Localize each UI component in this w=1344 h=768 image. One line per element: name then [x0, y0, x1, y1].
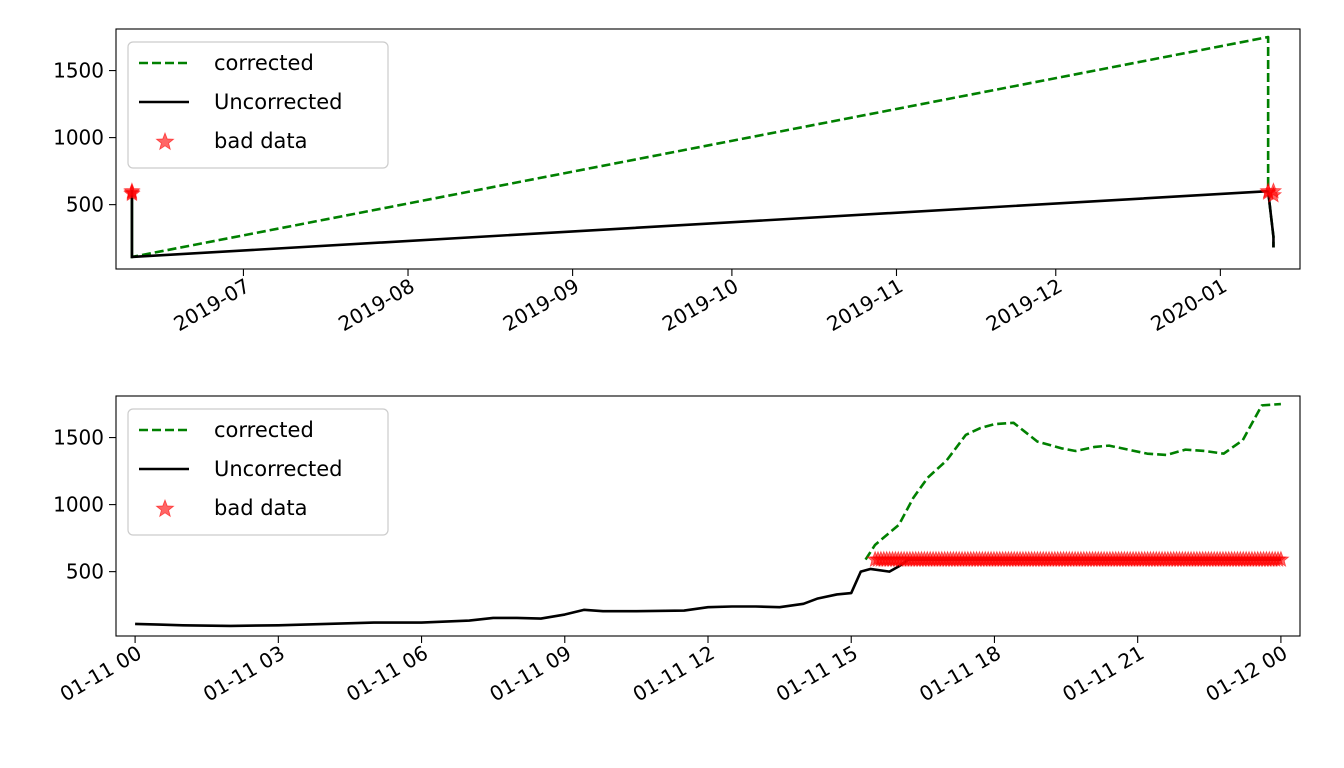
axes-frame: [115, 28, 1301, 270]
x-tick-label: 01-11 18: [915, 641, 1005, 707]
legend: corrected Uncorrected bad data: [127, 408, 389, 536]
x-tick-label: 01-12 00: [1202, 641, 1292, 707]
x-tick-label: 2019-11: [823, 274, 907, 337]
bottom-panel: 500 1000 1500 01-11 00 01-11 03 01-11 06 01-11…: [53, 395, 1301, 707]
bad-data-point: [1272, 550, 1290, 567]
x-tick-label: 01-11 09: [485, 641, 575, 707]
legend-label: Uncorrected: [214, 90, 342, 114]
legend: corrected Uncorrected bad data: [127, 41, 389, 169]
plot-area: [123, 35, 1283, 259]
x-tick-label: 2020-01: [1146, 274, 1230, 337]
x-tick-label: 01-11 00: [56, 641, 146, 707]
legend-label: Uncorrected: [214, 457, 342, 481]
x-tick-label: 01-11 15: [772, 641, 862, 707]
series-line-uncorrected: [135, 558, 1281, 628]
legend-label: bad data: [214, 496, 308, 520]
x-tick-label: 01-11 06: [342, 641, 432, 707]
legend-label: bad data: [214, 129, 308, 153]
legend-label: corrected: [214, 51, 314, 75]
y-tick-label: 500: [66, 560, 104, 584]
legend-box: [127, 41, 389, 169]
plot-area: [135, 402, 1290, 628]
y-tick-label: 1000: [53, 493, 104, 517]
x-tick-label: 2019-09: [499, 274, 583, 337]
legend-label: corrected: [214, 418, 314, 442]
y-tick-label: 1500: [53, 426, 104, 450]
legend-swatch-bad-data: [155, 131, 175, 151]
y-tick-label: 1000: [53, 126, 104, 150]
x-tick-label: 01-11 12: [629, 641, 719, 707]
x-tick-label: 01-11 21: [1058, 641, 1148, 707]
legend-swatch-bad-data: [155, 498, 175, 518]
x-tick-label: 01-11 03: [199, 641, 289, 707]
x-tick-label: 2019-12: [982, 274, 1066, 337]
x-tick-label: 2019-07: [170, 274, 254, 337]
bad-data-point: [1264, 182, 1283, 199]
y-tick-label: 1500: [53, 59, 104, 83]
series-line-corrected: [864, 402, 1281, 561]
top-panel: 500 1000 1500 2019-07 2019-08 2019-09 2019-10 2…: [53, 28, 1301, 337]
bad-data-point: [123, 184, 141, 202]
x-tick-label: 2019-10: [658, 274, 742, 337]
y-tick-label: 500: [66, 193, 104, 217]
legend-box: [127, 408, 389, 536]
x-tick-label: 2019-08: [334, 274, 418, 337]
